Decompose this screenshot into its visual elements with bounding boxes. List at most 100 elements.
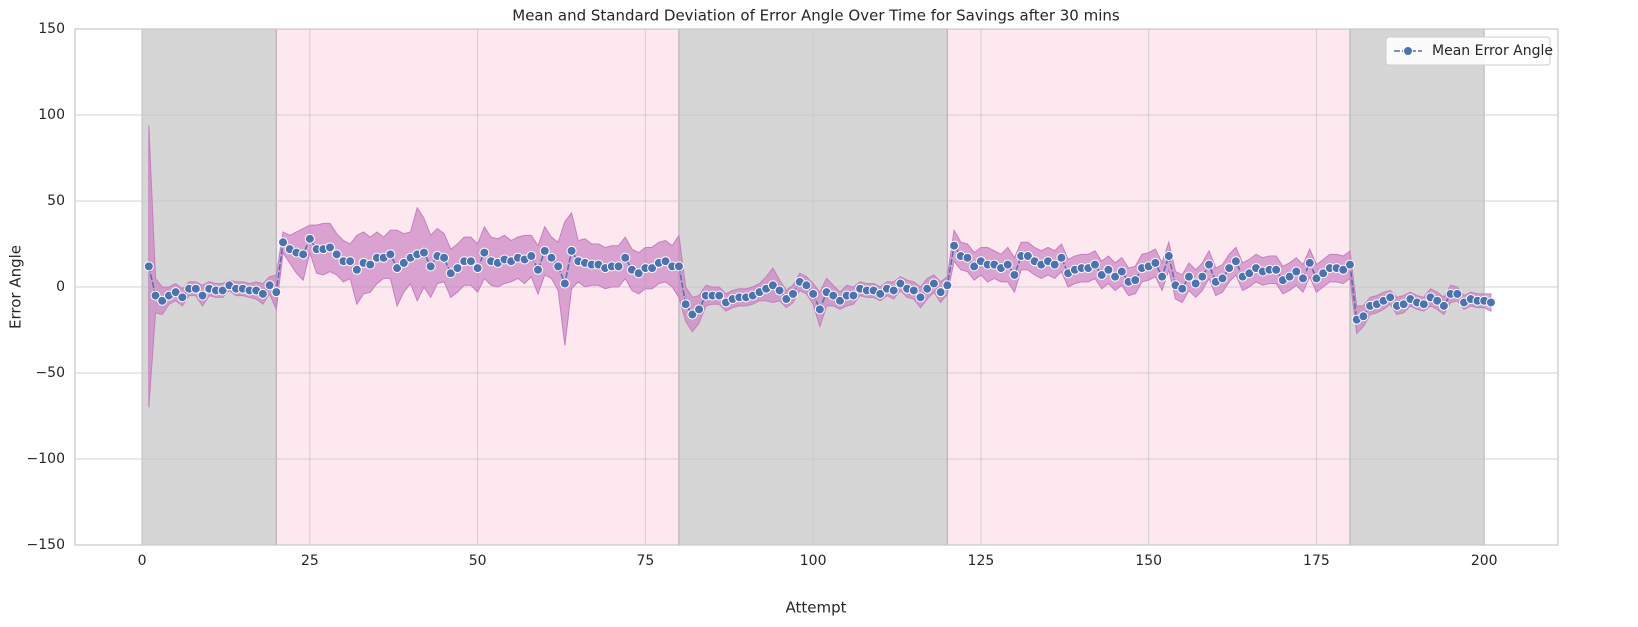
mean-marker: [1110, 271, 1121, 282]
mean-marker: [539, 245, 550, 256]
x-tick-label: 0: [138, 553, 147, 569]
mean-marker: [848, 290, 859, 301]
mean-marker: [559, 278, 570, 289]
mean-marker: [1002, 259, 1013, 270]
mean-marker: [633, 268, 644, 279]
mean-marker: [264, 280, 275, 291]
mean-marker: [875, 288, 886, 299]
mean-marker: [1089, 259, 1100, 270]
mean-marker: [418, 247, 429, 258]
mean-marker: [1056, 252, 1067, 263]
mean-marker: [1116, 266, 1127, 277]
mean-marker: [1298, 273, 1309, 284]
mean-marker: [1485, 297, 1496, 308]
mean-marker: [479, 247, 490, 258]
mean-marker: [1183, 271, 1194, 282]
mean-marker: [714, 290, 725, 301]
mean-marker: [1344, 259, 1355, 270]
mean-marker: [1157, 271, 1168, 282]
mean-marker: [969, 261, 980, 272]
mean-marker: [808, 288, 819, 299]
mean-marker: [1204, 259, 1215, 270]
mean-marker: [452, 263, 463, 274]
mean-marker: [613, 261, 624, 272]
mean-marker: [1452, 288, 1463, 299]
x-tick-label: 50: [469, 553, 487, 569]
mean-marker: [1177, 283, 1188, 294]
mean-marker: [392, 263, 403, 274]
std-band: [148, 125, 1492, 408]
mean-marker: [1432, 295, 1443, 306]
mean-marker: [687, 309, 698, 320]
mean-marker: [351, 264, 362, 275]
mean-marker: [1338, 264, 1349, 275]
mean-marker: [942, 280, 953, 291]
y-tick-label: 0: [56, 279, 65, 295]
mean-marker: [472, 263, 483, 274]
mean-marker: [922, 283, 933, 294]
x-tick-label: 75: [636, 553, 654, 569]
mean-marker: [1358, 311, 1369, 322]
mean-marker: [271, 287, 282, 298]
mean-marker: [1049, 259, 1060, 270]
plot-frame: [74, 28, 1559, 546]
mean-marker: [445, 268, 456, 279]
y-tick-label: 150: [38, 21, 65, 37]
mean-marker: [1150, 257, 1161, 268]
mean-marker: [546, 252, 557, 263]
mean-marker: [1318, 268, 1329, 279]
mean-marker: [1009, 269, 1020, 280]
mean-marker: [1244, 268, 1255, 279]
x-tick-label: 25: [301, 553, 319, 569]
legend-marker: [1403, 46, 1413, 56]
mean-marker: [533, 264, 544, 275]
mean-marker: [1197, 271, 1208, 282]
x-tick-label: 200: [1471, 553, 1498, 569]
chart-title: Mean and Standard Deviation of Error Ang…: [512, 7, 1120, 25]
mean-marker: [1271, 264, 1282, 275]
mean-marker: [385, 249, 396, 260]
mean-marker: [694, 304, 705, 315]
y-tick-label: −100: [27, 451, 65, 467]
mean-marker: [257, 288, 268, 299]
mean-marker: [834, 295, 845, 306]
mean-marker: [801, 280, 812, 291]
mean-marker: [1311, 273, 1322, 284]
mean-marker: [1418, 299, 1429, 310]
mean-marker: [949, 240, 960, 251]
mean-marker: [143, 261, 154, 272]
mean-marker: [1284, 271, 1295, 282]
mean-marker: [1190, 278, 1201, 289]
mean-marker: [465, 256, 476, 267]
mean-marker: [217, 285, 228, 296]
x-tick-label: 150: [1135, 553, 1162, 569]
mean-marker: [170, 287, 181, 298]
mean-marker: [1103, 264, 1114, 275]
mean-marker: [331, 249, 342, 260]
legend-box: [1385, 36, 1551, 66]
mean-marker: [197, 290, 208, 301]
mean-marker: [1224, 263, 1235, 274]
mean-marker: [888, 285, 899, 296]
x-tick-label: 100: [800, 553, 827, 569]
mean-marker: [680, 299, 691, 310]
mean-marker: [566, 245, 577, 256]
mean-marker: [157, 295, 168, 306]
mean-marker: [1096, 269, 1107, 280]
mean-marker: [1022, 251, 1033, 262]
mean-marker: [774, 285, 785, 296]
mean-marker: [1163, 251, 1174, 262]
mean-marker: [1304, 257, 1315, 268]
x-tick-label: 125: [968, 553, 995, 569]
y-tick-label: −150: [27, 537, 65, 553]
mean-marker: [425, 261, 436, 272]
x-tick-label: 175: [1303, 553, 1330, 569]
mean-marker: [304, 233, 315, 244]
mean-marker: [814, 304, 825, 315]
mean-marker: [150, 290, 161, 301]
mean-marker: [767, 280, 778, 291]
mean-marker: [365, 259, 376, 270]
mean-marker: [324, 242, 335, 253]
mean-marker: [915, 292, 926, 303]
